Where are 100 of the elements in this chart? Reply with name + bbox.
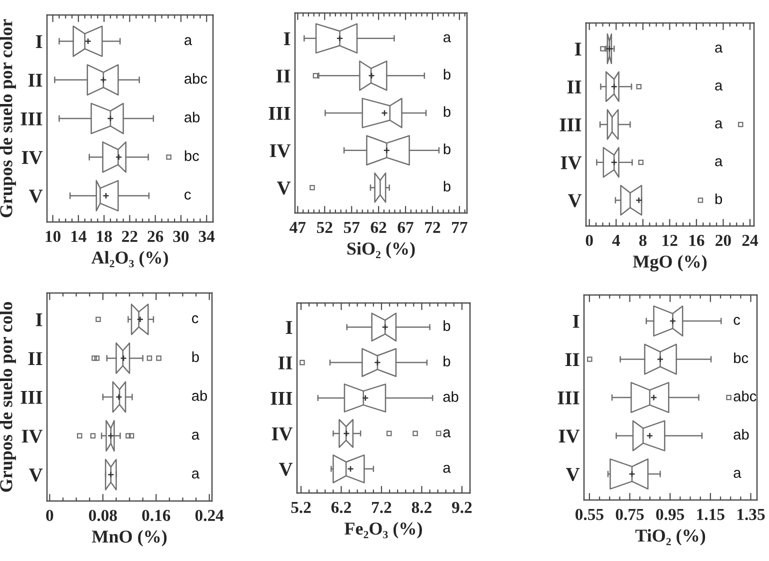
y-tick-label: I [286, 321, 292, 334]
x-tick-label: 0.24 [195, 510, 224, 522]
y-tick-label: V [277, 182, 291, 195]
y-tick-label: V [568, 194, 582, 208]
annotation: a [734, 470, 742, 478]
x-tick-label: 16 [689, 234, 704, 246]
annotation: b [715, 193, 722, 204]
x-tick-label: 10 [46, 230, 60, 242]
y-tick-label: V [29, 190, 43, 203]
annotation: bc [184, 150, 199, 162]
y-tick-label: V [566, 468, 580, 482]
y-tick-label: II [278, 356, 292, 370]
annotation: a [192, 432, 200, 440]
annotation: ab [192, 390, 207, 401]
x-tick-label: 14 [71, 230, 86, 242]
y-tick-label: III [560, 118, 582, 132]
x-tick-label: 77 [452, 222, 468, 233]
x-tick-label: 0.95 [656, 508, 684, 520]
x-tick-label: 4 [612, 234, 620, 246]
annotation: b [192, 351, 199, 362]
y-tick-label: V [279, 462, 293, 476]
x-tick-label: 18 [97, 230, 112, 242]
x-tick-label: 62 [370, 222, 386, 234]
x-axis-title: Al₂O₃ (%) [91, 251, 168, 268]
annotation: c [192, 315, 198, 324]
x-tick-label: 72 [425, 222, 440, 233]
y-tick-label: IV [270, 144, 291, 158]
annotation: b [444, 320, 450, 332]
y-tick-label: II [565, 353, 580, 366]
annotation: ab [443, 391, 458, 402]
y-tick-label: I [574, 42, 582, 56]
x-tick-label: 0.16 [142, 510, 170, 522]
annotation: a [715, 120, 723, 128]
x-tick-label: 47 [290, 222, 306, 233]
annotation: c [184, 192, 191, 200]
x-tick-label: 0.55 [575, 508, 604, 520]
annotation: ab [184, 112, 200, 122]
annotation: a [443, 429, 451, 438]
x-axis-title: Fe₂O₃ (%) [344, 522, 422, 538]
x-axis-title: TiO₂ (%) [635, 529, 706, 546]
y-tick-label: III [20, 391, 42, 404]
y-tick-label: IV [272, 427, 293, 440]
annotation: b [444, 106, 450, 117]
x-tick-label: 34 [198, 230, 215, 242]
x-tick-label: 0.75 [616, 508, 644, 520]
y-tick-label: IV [22, 430, 43, 443]
x-tick-label: 0 [586, 234, 593, 246]
y-axis-title: Grupos de suelo por color [0, 19, 16, 218]
x-tick-label: 57 [344, 222, 360, 234]
y-tick-label: II [28, 352, 42, 365]
y-axis-title: Grupos de suelo por colo [0, 302, 16, 492]
x-tick-label: 0 [46, 510, 54, 522]
y-tick-label: III [558, 392, 580, 404]
y-tick-label: II [276, 70, 290, 82]
x-tick-label: 6.2 [331, 502, 351, 514]
y-tick-label: II [28, 74, 42, 87]
x-tick-label: 7.2 [372, 502, 392, 514]
y-tick-label: III [20, 112, 42, 126]
annotation: a [715, 82, 723, 91]
y-tick-label: III [270, 392, 292, 405]
annotation: b [444, 144, 450, 154]
x-tick-label: 5.2 [291, 502, 311, 514]
y-tick-label: I [36, 313, 42, 326]
annotation: a [715, 44, 723, 53]
x-tick-label: 0.08 [88, 510, 117, 522]
annotation: b [444, 180, 450, 192]
x-tick-label: 20 [716, 234, 731, 246]
x-tick-label: 30 [173, 230, 189, 242]
annotation: b [444, 68, 450, 80]
annotation: abc [184, 73, 208, 84]
x-tick-label: 52 [316, 222, 332, 234]
x-tick-label: 8 [639, 234, 647, 246]
annotation: c [734, 316, 740, 325]
x-axis-title: MgO (%) [632, 255, 707, 272]
annotation: bc [734, 352, 748, 364]
x-tick-label: 1.15 [697, 508, 724, 520]
annotation: a [192, 470, 200, 479]
x-tick-label: 9.2 [452, 502, 472, 514]
annotation: a [715, 158, 723, 166]
annotation: b [444, 356, 450, 366]
y-tick-label: IV [558, 430, 580, 443]
y-tick-label: V [29, 468, 43, 482]
y-tick-label: III [268, 107, 290, 120]
x-tick-label: 67 [398, 222, 414, 234]
y-tick-label: I [36, 35, 42, 48]
x-axis-title: SiO₂ (%) [347, 242, 415, 258]
x-axis-title: MnO (%) [92, 530, 167, 546]
annotation: a [184, 37, 192, 46]
x-tick-label: 24 [742, 234, 758, 246]
x-tick-label: 22 [122, 230, 138, 242]
x-tick-label: 1.35 [738, 508, 765, 520]
y-tick-label: IV [560, 156, 582, 170]
annotation: a [443, 464, 451, 473]
y-tick-label: I [572, 315, 580, 328]
x-tick-label: 12 [662, 234, 678, 246]
x-tick-label: 8.2 [412, 502, 432, 514]
y-tick-label: I [284, 32, 290, 46]
annotation: ab [734, 428, 749, 440]
y-tick-label: II [567, 80, 582, 94]
annotation: a [444, 34, 452, 42]
